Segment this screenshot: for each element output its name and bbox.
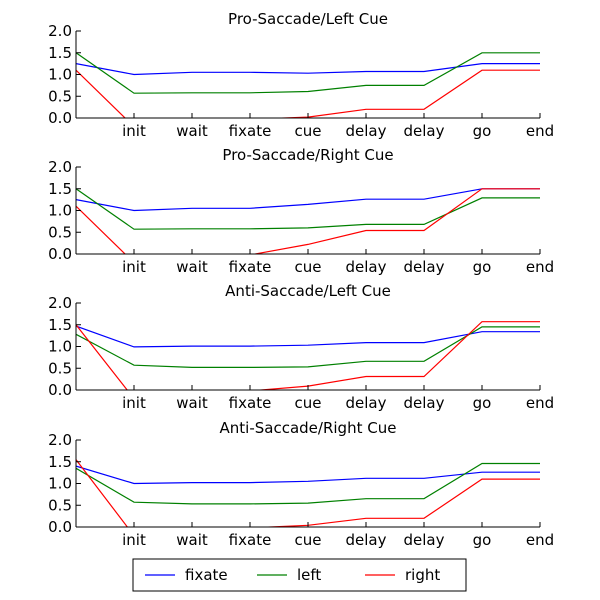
subplot-3: Anti-Saccade/Left Cue 0.0 0.5 1.0 1.5 2.0 init…: [48, 282, 554, 412]
x-tick-label: delay: [404, 122, 445, 140]
x-tick-label: cue: [295, 258, 322, 276]
x-tick-label: end: [526, 394, 554, 412]
y-tick-label: 1.0: [48, 475, 72, 493]
y-tick-label: 2.0: [48, 22, 72, 40]
subplot-title: Anti-Saccade/Right Cue: [220, 419, 397, 437]
legend-box: [132, 558, 467, 592]
x-tick-label: delay: [346, 531, 387, 549]
series-line-fixate: [76, 62, 540, 76]
series-line-fixate: [76, 325, 540, 348]
legend: fixate left right: [132, 558, 467, 592]
series-line-left: [76, 52, 540, 94]
subplot-1: Pro-Saccade/Left Cue 0.0 0.5 1.0 1.5 2.0 init w…: [48, 10, 554, 140]
y-tick-label: 0.5: [48, 496, 72, 514]
y-tick-label: 0.0: [48, 381, 72, 399]
legend-label-right: right: [405, 566, 440, 584]
y-tick-label: 0.0: [48, 245, 72, 263]
y-tick-label: 0.0: [48, 518, 72, 536]
series-line-right: [76, 188, 540, 254]
x-tick-label: fixate: [229, 531, 272, 549]
legend-label-left: left: [297, 566, 321, 584]
x-tick-label: delay: [346, 122, 387, 140]
subplot-title: Anti-Saccade/Left Cue: [225, 282, 391, 300]
subplot-2: Pro-Saccade/Right Cue 0.0 0.5 1.0 1.5 2.0 init…: [48, 146, 554, 276]
y-tick-label: 2.0: [48, 431, 72, 449]
x-tick-label: delay: [346, 394, 387, 412]
x-tick-label: wait: [176, 394, 208, 412]
y-tick-label: 0.5: [48, 223, 72, 241]
x-tick-label: init: [122, 122, 146, 140]
x-tick-label: go: [473, 531, 492, 549]
x-tick-label: init: [122, 531, 146, 549]
x-tick-label: delay: [404, 258, 445, 276]
y-tick-label: 2.0: [48, 294, 72, 312]
x-tick-label: cue: [295, 531, 322, 549]
x-tick-label: delay: [404, 394, 445, 412]
series-line-left: [76, 188, 540, 230]
x-tick-label: fixate: [229, 394, 272, 412]
x-tick-label: go: [473, 394, 492, 412]
x-tick-label: fixate: [229, 122, 272, 140]
x-tick-label: fixate: [229, 258, 272, 276]
x-tick-label: end: [526, 531, 554, 549]
legend-label-fixate: fixate: [185, 566, 228, 584]
subplot-4: Anti-Saccade/Right Cue 0.0 0.5 1.0 1.5 2.0 ini…: [48, 419, 554, 549]
y-tick-label: 1.5: [48, 180, 72, 198]
series-line-fixate: [76, 465, 540, 485]
x-tick-label: wait: [176, 531, 208, 549]
x-tick-label: init: [122, 394, 146, 412]
subplot-title: Pro-Saccade/Left Cue: [228, 10, 388, 28]
series-line-left: [76, 462, 540, 505]
y-tick-label: 0.0: [48, 109, 72, 127]
x-tick-label: go: [473, 258, 492, 276]
y-tick-label: 1.0: [48, 202, 72, 220]
y-tick-label: 1.5: [48, 44, 72, 62]
y-tick-label: 0.5: [48, 87, 72, 105]
x-tick-label: go: [473, 122, 492, 140]
series-line-left: [76, 326, 540, 368]
x-tick-label: cue: [295, 122, 322, 140]
y-tick-label: 2.0: [48, 158, 72, 176]
y-tick-label: 1.0: [48, 338, 72, 356]
series-line-fixate: [76, 188, 540, 212]
x-tick-label: end: [526, 258, 554, 276]
y-tick-label: 1.0: [48, 66, 72, 84]
y-tick-label: 0.5: [48, 359, 72, 377]
x-tick-label: delay: [404, 531, 445, 549]
x-tick-label: wait: [176, 122, 208, 140]
x-tick-label: init: [122, 258, 146, 276]
x-tick-label: delay: [346, 258, 387, 276]
x-tick-label: wait: [176, 258, 208, 276]
y-tick-label: 1.5: [48, 316, 72, 334]
y-tick-label: 1.5: [48, 453, 72, 471]
x-tick-label: cue: [295, 394, 322, 412]
subplot-title: Pro-Saccade/Right Cue: [222, 146, 393, 164]
x-tick-label: end: [526, 122, 554, 140]
